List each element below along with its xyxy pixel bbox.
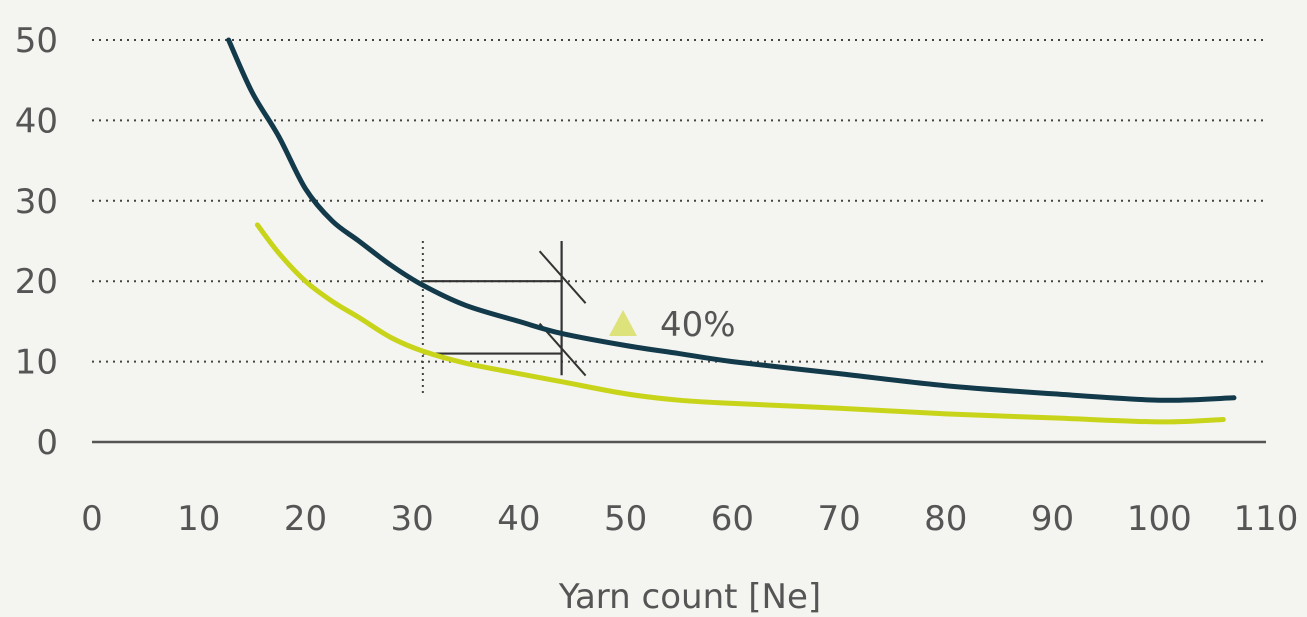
comparison-annotation: 40% <box>421 241 736 394</box>
x-tick-label-110: 110 <box>1234 499 1299 539</box>
x-tick-label-100: 100 <box>1127 499 1192 539</box>
x-tick-label-60: 60 <box>711 499 754 539</box>
y-tick-label-20: 20 <box>15 262 58 302</box>
x-tick-label-50: 50 <box>604 499 647 539</box>
x-tick-label-30: 30 <box>391 499 434 539</box>
x-axis-title: Yarn count [Ne] <box>558 577 821 617</box>
series-lines <box>226 37 1237 425</box>
x-tick-label-90: 90 <box>1031 499 1074 539</box>
series-line-1 <box>226 37 1237 403</box>
y-tick-label-50: 50 <box>15 21 58 61</box>
delta-triangle-icon <box>609 310 637 336</box>
x-tick-label-10: 10 <box>177 499 220 539</box>
x-tick-label-0: 0 <box>81 499 103 539</box>
delta-percent-label: 40% <box>660 305 736 345</box>
y-tick-label-40: 40 <box>15 101 58 141</box>
x-tick-label-40: 40 <box>497 499 540 539</box>
x-tick-label-20: 20 <box>284 499 327 539</box>
x-tick-label-80: 80 <box>924 499 967 539</box>
x-tick-label-70: 70 <box>817 499 860 539</box>
y-tick-label-0: 0 <box>36 423 58 463</box>
tick-mark-high <box>538 250 587 304</box>
y-tick-label-10: 10 <box>15 343 58 383</box>
y-tick-label-30: 30 <box>15 182 58 222</box>
axes: 0 10 20 30 40 50 0 10 20 30 40 50 60 70 80 90 100 110 <box>15 21 1299 539</box>
series-line-2 <box>254 222 1226 425</box>
